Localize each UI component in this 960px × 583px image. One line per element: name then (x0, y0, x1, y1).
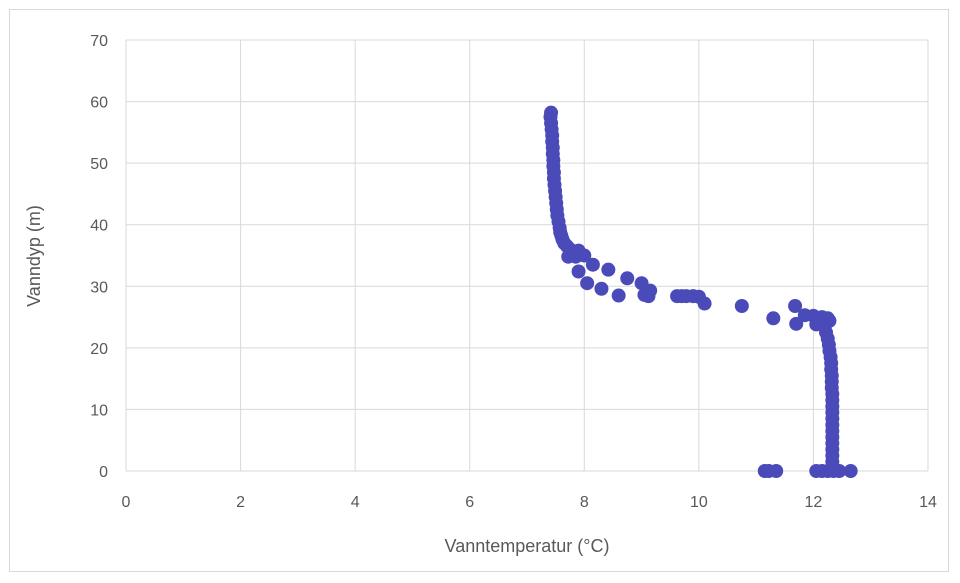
data-point (788, 298, 803, 313)
data-point (620, 271, 635, 286)
y-tick-label: 40 (90, 218, 108, 235)
x-tick-label: 4 (351, 494, 360, 511)
data-point (832, 464, 847, 478)
x-axis-ticks: 0 2 4 6 8 10 12 14 (122, 494, 937, 511)
data-point (789, 316, 804, 331)
data-point (571, 264, 586, 279)
data-point (843, 464, 858, 478)
data-point (594, 281, 609, 296)
x-axis-title: Vanntemperatur (°C) (445, 536, 610, 556)
data-point (561, 249, 576, 264)
y-tick-label: 0 (99, 464, 108, 481)
y-tick-label: 60 (90, 95, 108, 112)
x-tick-label: 6 (465, 494, 474, 511)
data-point (641, 289, 656, 304)
y-axis-title: Vanndyp (m) (24, 205, 44, 307)
x-tick-label: 12 (805, 494, 823, 511)
data-point (734, 298, 749, 313)
data-point (697, 296, 712, 311)
x-tick-label: 8 (580, 494, 589, 511)
data-point (601, 262, 616, 277)
data-point (766, 311, 781, 326)
y-tick-label: 50 (90, 156, 108, 173)
y-tick-label: 30 (90, 279, 108, 296)
y-tick-label: 10 (90, 402, 108, 419)
data-point (611, 288, 626, 303)
x-tick-label: 14 (919, 494, 937, 511)
gridlines (125, 39, 929, 472)
data-point (580, 276, 595, 291)
x-tick-label: 0 (122, 494, 131, 511)
data-points (543, 105, 858, 478)
data-point (769, 464, 784, 478)
x-tick-label: 10 (690, 494, 708, 511)
chart-frame (9, 9, 949, 572)
y-tick-label: 20 (90, 341, 108, 358)
data-point (585, 257, 600, 272)
y-axis-ticks: 0 10 20 30 40 50 60 70 (90, 33, 108, 481)
y-tick-label: 70 (90, 33, 108, 50)
x-tick-label: 2 (236, 494, 245, 511)
